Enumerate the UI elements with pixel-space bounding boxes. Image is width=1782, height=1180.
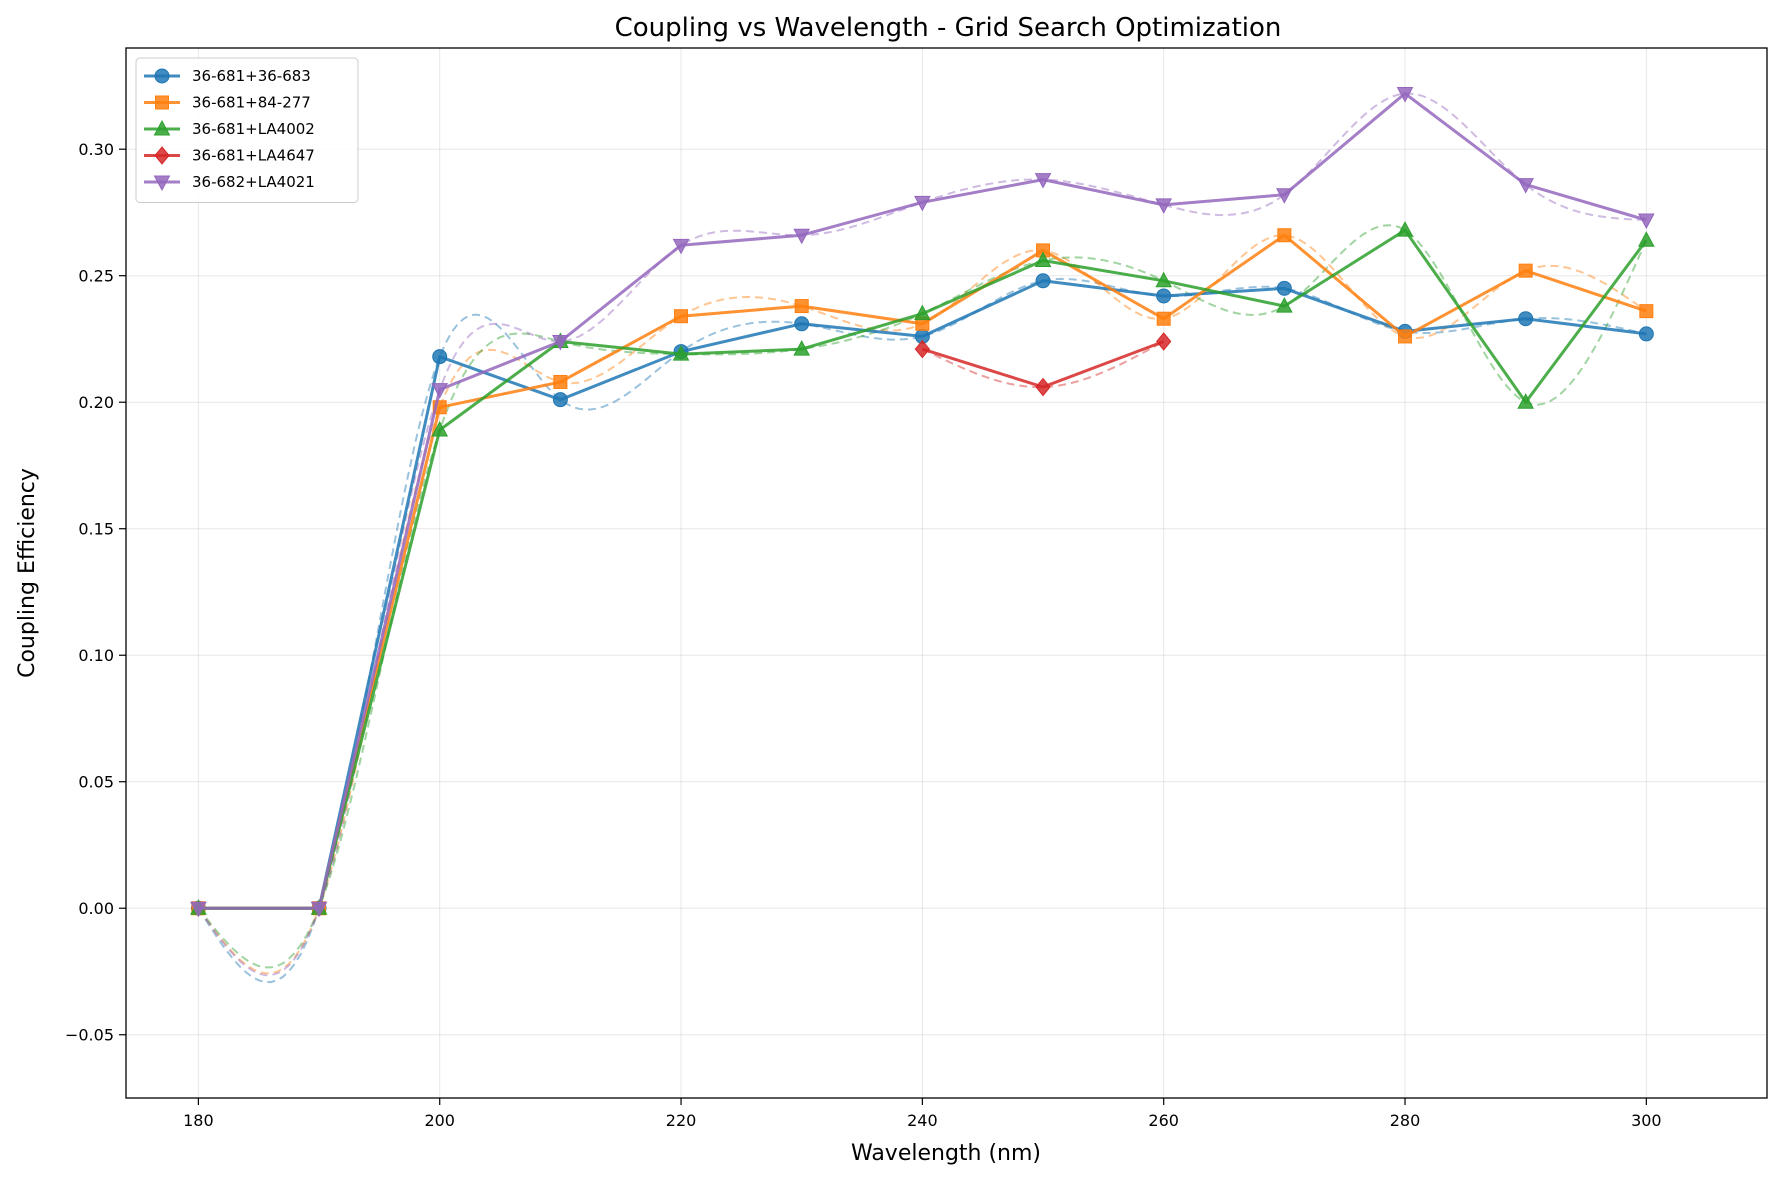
data-point	[914, 339, 931, 359]
grid	[126, 48, 1767, 1098]
x-axis: 180 200 220 240 260 280 300	[183, 1098, 1662, 1130]
data-point	[553, 374, 568, 389]
legend-item: 36-681+84-277	[144, 94, 311, 112]
legend-marker	[154, 146, 170, 165]
x-tick-label: 220	[666, 1111, 697, 1130]
data-point	[1396, 87, 1414, 103]
data-point	[1638, 213, 1655, 230]
data-point	[1638, 326, 1654, 342]
series	[190, 87, 1655, 918]
data-point	[914, 304, 931, 321]
data-point	[794, 299, 809, 314]
data-point	[552, 334, 569, 351]
data-point	[1517, 393, 1535, 409]
fit-curve	[921, 340, 1165, 389]
x-tick-label: 240	[907, 1111, 938, 1130]
data-point	[1156, 311, 1171, 326]
data-point	[672, 238, 690, 255]
data-point	[1035, 273, 1051, 289]
data-point	[190, 901, 207, 918]
data-point	[793, 340, 811, 356]
x-tick-label: 300	[1631, 1111, 1662, 1130]
plot-frame	[125, 47, 1768, 1099]
data-point	[1638, 231, 1655, 247]
y-tick-label: 0.10	[78, 646, 114, 665]
data-point	[1518, 263, 1533, 278]
data-point	[1034, 173, 1052, 189]
x-tick-label: 200	[424, 1111, 455, 1130]
legend-marker	[153, 119, 171, 136]
y-tick-label: 0.15	[78, 520, 114, 539]
y-axis-label: Coupling Efficiency	[15, 468, 40, 678]
series	[914, 332, 1172, 397]
legend-item: 36-681+LA4002	[144, 119, 315, 138]
data-point	[794, 316, 810, 332]
y-tick-label: −0.05	[65, 1026, 114, 1045]
data-point	[1276, 188, 1293, 204]
legend-marker	[153, 175, 171, 192]
legend: 36-681+36-683 36-681+84-277 36-681+LA4002 3…	[135, 57, 359, 203]
series-lines	[190, 87, 1655, 918]
y-tick-label: 0.05	[78, 773, 114, 792]
data-point	[674, 309, 689, 324]
y-axis: −0.05 0.00 0.05 0.10 0.15 0.20 0.25 0.30	[65, 140, 126, 1045]
x-tick-label: 180	[183, 1111, 214, 1130]
y-tick-label: 0.25	[78, 267, 114, 286]
data-point	[431, 383, 449, 399]
data-point	[1156, 288, 1172, 304]
data-point	[1639, 304, 1654, 319]
legend-item: 36-682+LA4021	[144, 173, 315, 192]
data-point	[310, 901, 328, 918]
data-point	[1396, 221, 1414, 237]
x-axis-label: Wavelength (nm)	[851, 1141, 1041, 1166]
data-point	[1155, 198, 1173, 214]
legend-item: 36-681+LA4647	[144, 146, 315, 165]
data-point	[1035, 377, 1051, 397]
x-tick-label: 280	[1390, 1111, 1421, 1130]
data-point	[1277, 228, 1292, 243]
y-tick-label: 0.20	[78, 393, 114, 412]
legend-label: 36-681+LA4647	[192, 147, 315, 165]
chart-title: Coupling vs Wavelength - Grid Search Opt…	[615, 13, 1282, 43]
legend-item: 36-681+36-683	[144, 67, 311, 85]
legend-marker	[154, 68, 170, 84]
data-point	[1398, 329, 1413, 344]
data-point	[1155, 271, 1173, 288]
data-point	[431, 420, 449, 437]
y-tick-label: 0.00	[78, 899, 114, 918]
legend-label: 36-681+36-683	[192, 67, 311, 85]
series	[191, 228, 1654, 916]
data-point	[1276, 280, 1292, 296]
data-point	[1517, 178, 1535, 194]
legend-label: 36-681+LA4002	[192, 120, 315, 138]
data-point	[914, 195, 931, 212]
data-point	[1276, 297, 1293, 313]
x-tick-label: 260	[1148, 1111, 1179, 1130]
data-point	[793, 228, 811, 245]
y-tick-label: 0.30	[78, 140, 114, 159]
legend-label: 36-682+LA4021	[192, 173, 315, 191]
data-point	[1034, 251, 1052, 268]
legend-label: 36-681+84-277	[192, 94, 311, 112]
data-point	[1156, 332, 1172, 351]
data-point	[672, 345, 690, 361]
data-point	[432, 349, 448, 365]
data-point	[552, 392, 568, 408]
data-point	[1518, 311, 1534, 327]
legend-box	[135, 57, 359, 203]
legend-marker	[155, 95, 169, 110]
